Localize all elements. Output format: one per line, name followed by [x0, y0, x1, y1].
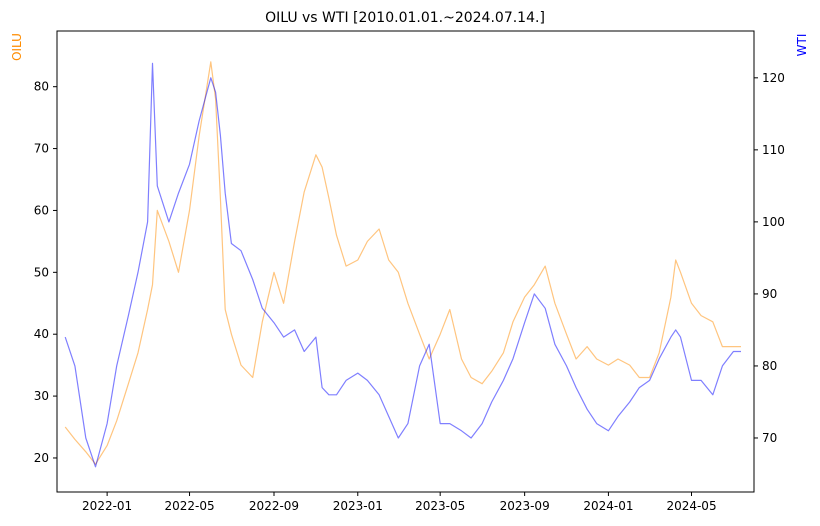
x-tick-label-2: 2022-09 [249, 499, 299, 513]
x-tick-label-4: 2023-05 [415, 499, 465, 513]
y-axis-left-label: OILU [10, 33, 24, 61]
plot-frame [56, 30, 755, 493]
x-tick-label-6: 2024-01 [583, 499, 633, 513]
y-right-tick-label-0: 70 [762, 431, 777, 445]
y-right-tick-label-3: 100 [762, 215, 785, 229]
y-right-tick-label-5: 120 [762, 71, 785, 85]
chart-title: OILU vs WTI [2010.01.01.~2024.07.14.] [265, 10, 545, 26]
series-line-oilu [64, 61, 741, 465]
x-tick-label-3: 2023-01 [333, 499, 383, 513]
y-left-tick-label-6: 80 [34, 80, 49, 94]
x-tick-label-7: 2024-05 [666, 499, 716, 513]
x-tick-label-5: 2023-09 [500, 499, 550, 513]
y-left-tick-label-5: 70 [34, 142, 49, 156]
plot-area [64, 61, 741, 468]
y-left-tick-label-4: 60 [34, 203, 49, 217]
y-axis-right: 70 80 90 100 110 120 [754, 71, 785, 445]
y-right-tick-label-1: 80 [762, 359, 777, 373]
y-right-tick-label-4: 110 [762, 143, 785, 157]
y-left-tick-label-2: 40 [34, 327, 49, 341]
series-line-wti [64, 62, 741, 468]
y-left-tick-label-0: 20 [34, 451, 49, 465]
y-right-tick-label-2: 90 [762, 287, 777, 301]
x-tick-label-1: 2022-05 [164, 499, 214, 513]
x-axis: 2022-01 2022-05 2022-09 2023-01 2023-05 2023-… [82, 492, 717, 513]
y-left-tick-label-3: 50 [34, 265, 49, 279]
y-axis-left: 20 30 40 50 60 70 80 [34, 80, 57, 465]
y-left-tick-label-1: 30 [34, 389, 49, 403]
x-tick-label-0: 2022-01 [82, 499, 132, 513]
y-axis-right-label: WTI [795, 34, 809, 57]
